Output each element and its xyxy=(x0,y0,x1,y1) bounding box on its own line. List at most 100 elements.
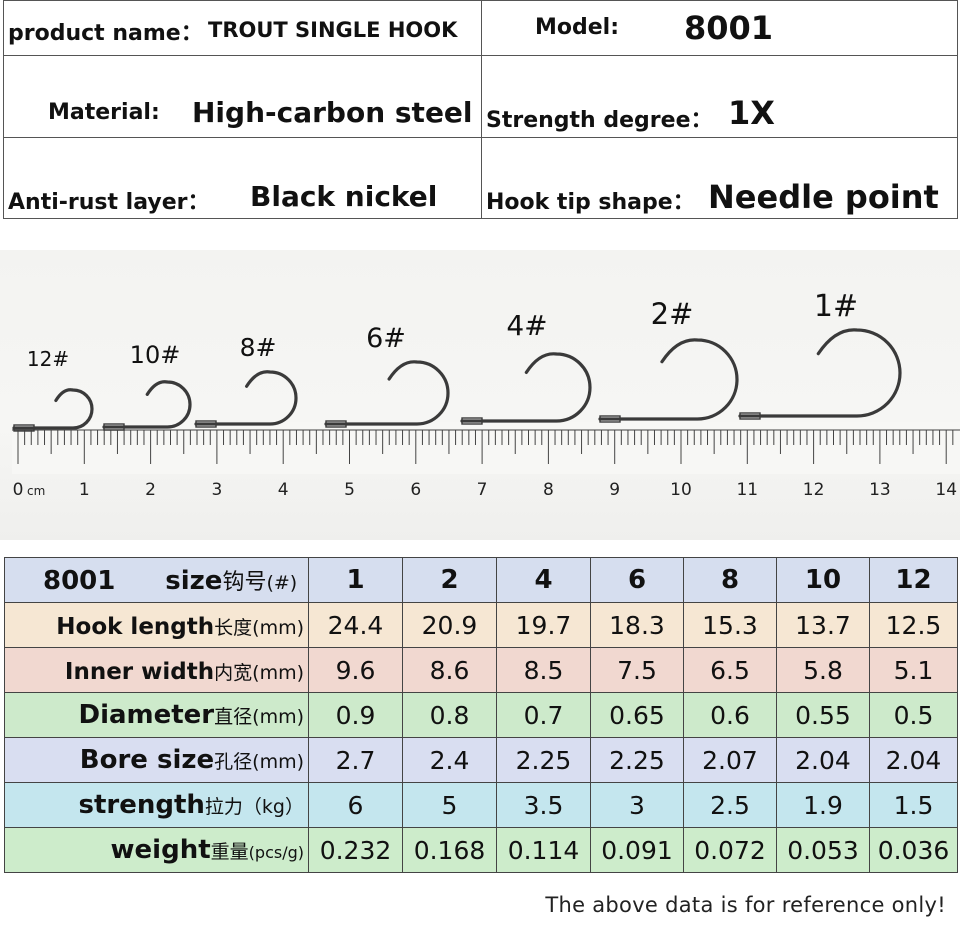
table-cell: 7.5 xyxy=(590,647,684,693)
ruler-number: 10 xyxy=(670,480,692,500)
ruler-number: 3 xyxy=(211,480,222,500)
fishing-hook xyxy=(324,360,450,426)
table-cell: 2.25 xyxy=(496,737,591,783)
size-col-2: 2 xyxy=(402,557,497,603)
row-label-en: strength xyxy=(78,790,205,820)
hook-eye xyxy=(599,415,621,423)
hook-eye xyxy=(461,417,483,425)
table-cell: 1.5 xyxy=(869,782,958,828)
row-label-en: weight xyxy=(110,835,211,865)
row-header: Diameter直径(mm) xyxy=(4,692,309,738)
hooks xyxy=(12,328,902,432)
table-cell: 6.5 xyxy=(683,647,777,693)
specs-table: 8001 size钩号(#) 1 2 4 6 8 10 12 Hook leng… xyxy=(4,557,958,873)
hook-eye xyxy=(13,424,35,432)
hook-eye xyxy=(325,420,347,428)
table-cell: 9.6 xyxy=(308,647,403,693)
row-label-unit: (mm) xyxy=(252,751,304,773)
model-value: 8001 xyxy=(684,9,774,47)
table-cell: 0.65 xyxy=(590,692,684,738)
table-header-row: 8001 size钩号(#) 1 2 4 6 8 10 12 xyxy=(4,557,958,603)
size-col-12: 12 xyxy=(869,557,958,603)
material-label: Material: xyxy=(48,100,160,125)
size-col-10: 10 xyxy=(776,557,870,603)
row-header: weight重量(pcs/g) xyxy=(4,827,309,873)
product-info-table: product name： TROUT SINGLE HOOK Model: 8… xyxy=(3,0,958,219)
table-cell: 5.8 xyxy=(776,647,870,693)
row-label-cn: 内宽 xyxy=(214,661,253,684)
info-divider xyxy=(481,1,482,218)
header-size-en: size xyxy=(165,566,223,596)
row-label-unit: (mm) xyxy=(252,706,304,728)
info-row-product: product name： TROUT SINGLE HOOK Model: 8… xyxy=(4,1,957,56)
table-cell: 0.036 xyxy=(869,827,958,873)
row-label-unit: (mm) xyxy=(252,661,304,684)
size-col-4: 4 xyxy=(496,557,591,603)
hook-eye xyxy=(103,423,125,431)
hook-size-label: 6# xyxy=(366,323,406,354)
ruler-number: 4 xyxy=(278,480,289,500)
row-header: strength拉力（kg） xyxy=(4,782,309,828)
table-cell: 3.5 xyxy=(496,782,591,828)
fishing-hook xyxy=(738,328,902,418)
ruler-number: 11 xyxy=(736,480,758,500)
table-cell: 8.6 xyxy=(402,647,497,693)
table-cell: 0.8 xyxy=(402,692,497,738)
ruler-ticks xyxy=(12,429,960,464)
material-value: High-carbon steel xyxy=(192,96,473,129)
table-cell: 15.3 xyxy=(683,602,777,648)
table-row-diameter: Diameter直径(mm) 0.9 0.8 0.7 0.65 0.6 0.55… xyxy=(4,692,958,738)
size-col-1: 1 xyxy=(308,557,403,603)
anti-rust-label: Anti-rust layer： xyxy=(8,190,210,215)
table-cell: 0.091 xyxy=(590,827,684,873)
table-row-strength: strength拉力（kg） 6 5 3.5 3 2.5 1.9 1.5 xyxy=(4,782,958,828)
table-cell: 20.9 xyxy=(402,602,497,648)
hook-labels: 12# 10# 8# 6# 4# 2# 1# xyxy=(27,289,858,371)
table-cell: 0.072 xyxy=(683,827,777,873)
table-cell: 0.053 xyxy=(776,827,870,873)
table-cell: 0.9 xyxy=(308,692,403,738)
row-label-en: Diameter xyxy=(78,700,215,730)
hook-size-label: 12# xyxy=(27,347,69,371)
product-name-label: product name： xyxy=(8,21,203,46)
table-cell: 8.5 xyxy=(496,647,591,693)
table-cell: 0.232 xyxy=(308,827,403,873)
table-cell: 2.04 xyxy=(869,737,958,783)
table-cell: 5.1 xyxy=(869,647,958,693)
table-cell: 2.04 xyxy=(776,737,870,783)
header-model: 8001 xyxy=(43,566,116,596)
table-cell: 0.5 xyxy=(869,692,958,738)
row-label-cn: 孔径 xyxy=(214,751,253,773)
row-label-en: Hook length xyxy=(56,613,215,640)
row-label-cn: 重量 xyxy=(210,841,249,863)
hook-size-label: 8# xyxy=(240,333,277,362)
size-header-cell: 8001 size钩号(#) xyxy=(4,557,309,603)
hooks-photo: 0 1 2 3 4 5 6 7 8 9 10 11 12 13 14 cm 12# 10# 8# 6# 4# 2# 1# xyxy=(0,250,960,540)
table-cell: 2.7 xyxy=(308,737,403,783)
fishing-hook xyxy=(194,370,298,426)
table-cell: 18.3 xyxy=(590,602,684,648)
ruler-number: 0 xyxy=(13,480,24,500)
info-row-material: Material: High-carbon steel Strength deg… xyxy=(4,56,957,138)
header-size-cn: 钩号 xyxy=(222,570,267,595)
ruler-number: 2 xyxy=(145,480,156,500)
table-cell: 19.7 xyxy=(496,602,591,648)
ruler-unit: cm xyxy=(27,484,45,498)
anti-rust-value: Black nickel xyxy=(250,180,438,213)
fishing-hook xyxy=(598,338,739,421)
table-row-inner-width: Inner width内宽(mm) 9.6 8.6 8.5 7.5 6.5 5.… xyxy=(4,647,958,693)
row-label-cn: 拉力 xyxy=(204,796,243,818)
ruler-number: 7 xyxy=(477,480,488,500)
row-header: Inner width内宽(mm) xyxy=(4,647,309,693)
ruler-number: 6 xyxy=(410,480,421,500)
table-cell: 24.4 xyxy=(308,602,403,648)
row-label-unit: (pcs/g) xyxy=(248,843,304,862)
disclaimer-note: The above data is for reference only! xyxy=(545,893,946,917)
ruler-number: 14 xyxy=(935,480,957,500)
row-label-unit: (mm) xyxy=(252,616,304,639)
table-cell: 3 xyxy=(590,782,684,828)
size-col-8: 8 xyxy=(683,557,777,603)
row-label-cn: 直径 xyxy=(214,706,253,728)
header-size-unit: (#) xyxy=(266,572,298,594)
